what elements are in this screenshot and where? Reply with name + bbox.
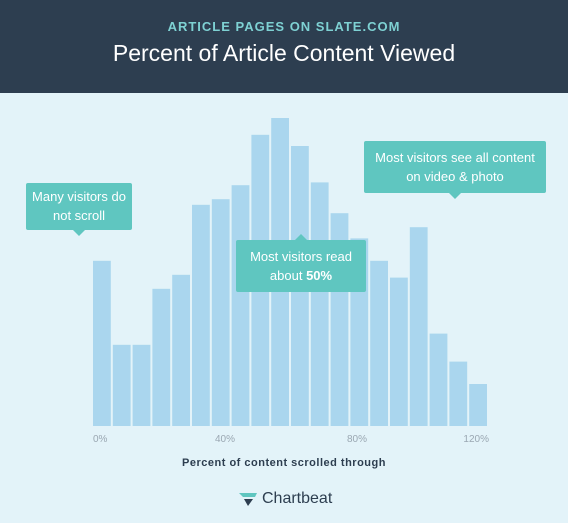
histogram-bar [429, 333, 448, 426]
chartbeat-logo-icon [239, 493, 257, 506]
callout-read-half: Most visitors read about 50% [236, 234, 366, 292]
x-tick-label: 120% [463, 434, 489, 445]
chart-title: Percent of Article Content Viewed [112, 40, 456, 66]
chartbeat-logo-text: Chartbeat [262, 490, 333, 507]
chartbeat-logo: Chartbeat [238, 487, 332, 511]
histogram-bar [370, 260, 388, 426]
histogram-bar [390, 277, 408, 426]
x-tick-label: 80% [347, 434, 367, 445]
header-kicker: ARTICLE PAGES ON SLATE.COM [167, 19, 401, 34]
callout-read-half-value: 50% [306, 268, 333, 283]
x-tick-label: 0% [93, 434, 108, 445]
histogram-bar [409, 227, 428, 426]
callout-no-scroll-text: Many visitors do not scroll [32, 189, 126, 223]
histogram-bar [132, 344, 151, 426]
histogram-bar [152, 288, 171, 426]
histogram-bar [93, 260, 111, 426]
histogram-bar [172, 274, 190, 426]
histogram-bar [192, 204, 210, 426]
callout-see-all: Most visitors see all content on video &… [364, 141, 546, 199]
callout-see-all-text: Most visitors see all content on video &… [375, 150, 535, 184]
histogram-bar [231, 185, 250, 426]
x-tick-label: 40% [215, 434, 235, 445]
histogram-bar [469, 384, 487, 426]
callout-no-scroll: Many visitors do not scroll [26, 183, 132, 236]
histogram-bar [112, 344, 131, 426]
histogram-bar [310, 182, 329, 426]
callout-read-half-text: Most visitors read about [250, 249, 352, 283]
header-banner: ARTICLE PAGES ON SLATE.COM Percent of Ar… [0, 0, 568, 93]
x-axis-label: Percent of content scrolled through [182, 457, 386, 469]
histogram-bar [211, 199, 230, 426]
histogram-bar [449, 361, 468, 426]
